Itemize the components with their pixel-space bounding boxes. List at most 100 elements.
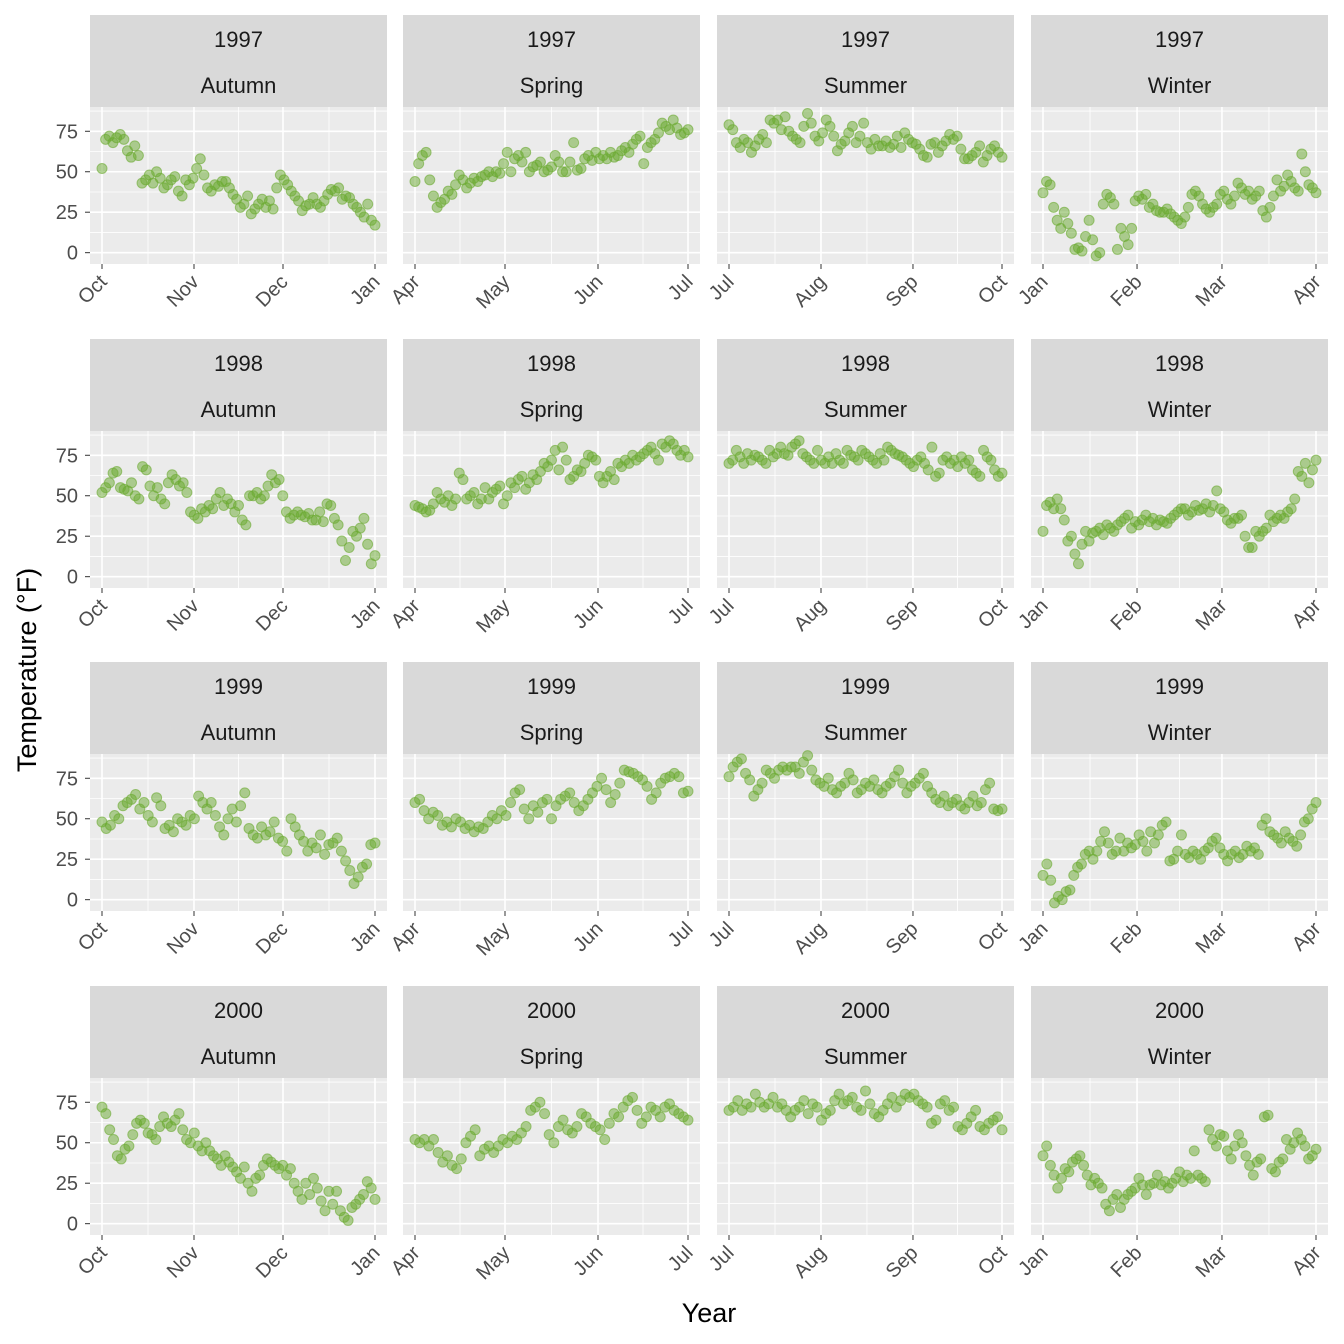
x-tick-label: Feb [1107,595,1147,635]
data-point [1141,845,1153,857]
facet-strip [403,662,700,754]
facet-panel-1997-spring: 1997 Spring Apr May Jun Jul [387,15,700,313]
data-point [1310,187,1322,199]
data-point [362,198,374,210]
y-tick-label: 75 [56,121,78,143]
x-tick-label: Aug [790,918,831,959]
data-point [682,451,694,463]
data-point [501,490,513,502]
data-point [177,477,189,489]
data-point [194,153,206,165]
data-point [594,1124,606,1136]
facet-strip [403,339,700,431]
x-tick-label: Aug [790,595,831,636]
data-point [864,1098,876,1110]
y-tick-label: 25 [56,849,78,871]
data-point [723,771,735,783]
data-point [546,813,557,825]
data-point [1277,1153,1289,1165]
x-tick-label: Mar [1192,918,1232,958]
data-point [1310,454,1322,466]
data-point [802,750,814,762]
data-point [855,1104,867,1116]
x-tick-label: Apr [387,595,425,633]
data-point [1065,227,1077,239]
facet-strip-season: Summer [824,1044,907,1069]
data-point [847,774,859,786]
data-point [192,512,204,524]
x-tick-label: May [472,595,514,637]
y-tick-label: 75 [56,1092,78,1114]
data-point [603,1117,615,1129]
facet-strip-year: 1997 [841,27,890,52]
facet-panel-1998-summer: 1998 Summer Jul Aug Sep Oct [705,339,1014,636]
x-tick-label: Apr [1288,271,1326,309]
data-point [1072,558,1084,570]
data-point [327,1198,339,1210]
data-point [523,813,535,825]
data-point [1264,201,1276,213]
data-point [133,493,145,505]
facet-strip-season: Summer [824,720,907,745]
data-point [340,855,352,867]
facet-strip [717,662,1014,754]
data-point [599,1134,611,1146]
data-point [284,1163,296,1175]
data-point [188,1127,200,1139]
data-point [103,477,115,489]
data-point [325,499,337,511]
facet-panel-1998-autumn: 1998 Autumn 0 25 50 75 Oct Nov Dec Jan [56,339,387,636]
data-point [1091,845,1103,857]
data-point [264,826,276,838]
data-point [854,130,866,142]
data-point [314,506,326,518]
data-point [682,785,694,797]
data-point [802,107,814,119]
x-tick-label: Oct [74,1242,112,1280]
x-tick-label: Mar [1192,271,1232,311]
data-point [967,790,979,802]
data-point [858,117,870,129]
data-point [332,519,344,531]
data-point [1140,1189,1152,1201]
data-point [1211,198,1223,210]
x-tick-label: Oct [974,595,1012,633]
y-tick-label: 50 [56,486,78,508]
data-point [1252,848,1264,860]
data-point [682,1114,694,1126]
data-point [1218,1130,1230,1142]
data-point [129,140,141,152]
facet-strip [1031,662,1328,754]
data-point [369,1193,381,1205]
data-point [1062,218,1074,230]
x-tick-label: Feb [1107,271,1147,311]
data-point [590,454,602,466]
data-point [281,845,293,857]
data-point [138,797,150,809]
data-point [760,457,772,469]
data-point [1083,214,1095,226]
data-point [344,865,356,877]
x-tick-label: Dec [252,1242,293,1283]
data-point [207,503,219,515]
data-point [218,829,230,841]
data-point [596,772,608,784]
data-point [450,493,462,505]
data-point [1295,829,1307,841]
data-point [514,784,526,796]
data-point [878,454,890,466]
data-point [427,190,439,202]
data-point [498,158,510,170]
facet-strip [717,986,1014,1078]
x-tick-label: Nov [163,1242,204,1283]
data-point [239,787,251,799]
data-point [1199,1176,1211,1188]
data-point [828,130,840,142]
facet-strip-season: Winter [1148,73,1212,98]
data-point [1260,522,1272,534]
x-tick-label: Jan [1014,918,1052,956]
data-point [258,490,270,502]
x-tick-label: May [472,918,514,960]
data-point [984,777,996,789]
x-tick-label: Feb [1107,918,1147,958]
